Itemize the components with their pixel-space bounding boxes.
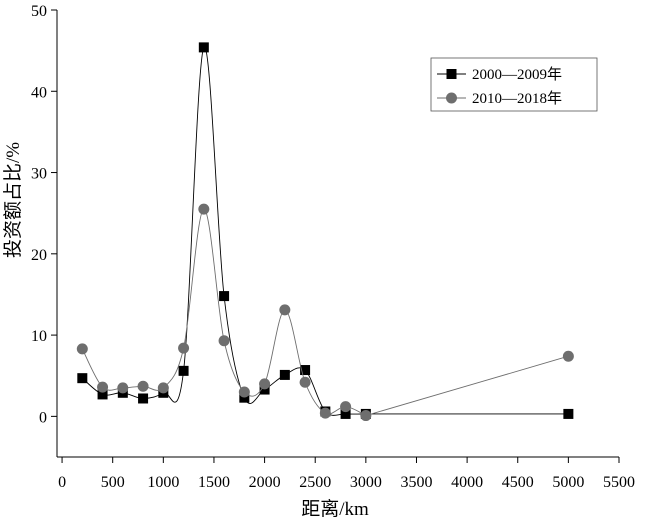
x-tick-label: 5000: [552, 474, 584, 491]
x-tick-label: 4000: [451, 474, 483, 491]
data-point-circle: [279, 304, 291, 316]
y-ticks: 0 10 20 30 40 50: [31, 3, 57, 426]
x-tick-label: 5500: [603, 474, 635, 491]
data-point-circle: [97, 381, 109, 393]
data-point-circle: [198, 203, 210, 215]
series-line: [82, 46, 366, 416]
data-point-circle: [319, 407, 331, 419]
data-point-circle: [299, 376, 311, 388]
legend-marker-circle: [446, 92, 457, 104]
x-ticks: 0 500 1000 1500 2000 2500 3000 3500 4000 4500 5000…: [58, 457, 635, 491]
legend-item: 2010—2018年: [437, 90, 562, 107]
data-point-circle: [218, 335, 230, 347]
x-tick-label: 4500: [502, 474, 534, 491]
y-tick-label: 10: [31, 328, 47, 345]
data-point-square: [279, 369, 290, 380]
y-tick-label: 50: [31, 3, 47, 20]
x-tick-label: 3000: [350, 474, 382, 491]
data-point-circle: [157, 382, 169, 394]
data-point-circle: [76, 343, 88, 355]
data-point-circle: [562, 350, 574, 362]
legend-box: [430, 57, 598, 112]
y-tick-label: 30: [31, 166, 47, 183]
data-point-circle: [137, 380, 149, 392]
data-point-square: [178, 365, 189, 376]
data-point-square: [300, 365, 311, 376]
series-layer: [76, 42, 574, 422]
data-point-square: [97, 389, 108, 400]
data-point-square: [138, 393, 149, 404]
series-line: [81, 208, 367, 416]
x-tick-label: 3500: [400, 474, 432, 491]
data-point-square: [219, 291, 230, 302]
data-point-square: [198, 42, 209, 53]
data-point-circle: [238, 386, 250, 398]
data-point-circle: [178, 342, 190, 354]
axes: [56, 10, 619, 458]
series-2: [76, 203, 574, 422]
x-tick-label: 500: [101, 474, 125, 491]
y-tick-label: 0: [39, 409, 47, 426]
x-tick-label: 0: [58, 474, 66, 491]
legend-label: 2000—2009年: [472, 66, 562, 83]
x-tick-label: 2500: [299, 474, 331, 491]
x-tick-label: 2000: [249, 474, 281, 491]
x-tick-label: 1000: [147, 474, 179, 491]
x-axis-title: 距离/km: [301, 498, 369, 520]
data-point-circle: [117, 382, 129, 394]
legend-label: 2010—2018年: [472, 90, 562, 107]
series-line-tail: [365, 355, 569, 416]
y-tick-label: 20: [31, 247, 47, 264]
legend-item: 2000—2009年: [437, 66, 562, 83]
data-point-square: [77, 373, 88, 384]
y-tick-label: 40: [31, 84, 47, 101]
data-point-square: [563, 408, 574, 419]
data-point-square: [259, 384, 270, 395]
data-point-circle: [340, 401, 352, 413]
x-tick-label: 1500: [198, 474, 230, 491]
data-point-circle: [360, 410, 372, 422]
data-point-circle: [259, 378, 271, 390]
data-point-square: [239, 392, 250, 403]
data-point-square: [340, 408, 351, 419]
legend: 2000—2009年 2010—2018年: [430, 57, 598, 112]
legend-marker-square: [446, 69, 457, 79]
y-axis-title: 投资额占比/%: [2, 142, 24, 258]
